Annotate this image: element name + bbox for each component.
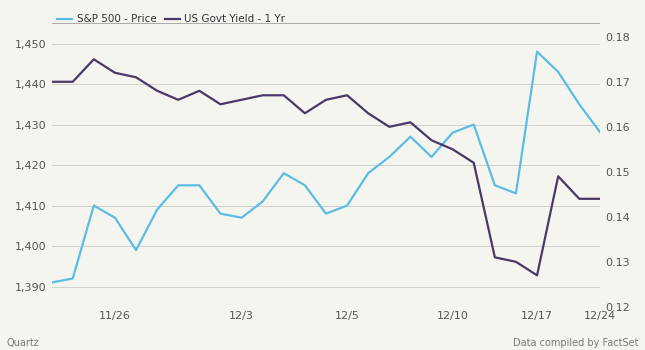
S&P 500 - Price <box>575 102 583 106</box>
US Govt Yield - 1 Yr <box>386 125 393 129</box>
US Govt Yield - 1 Yr <box>449 147 457 152</box>
S&P 500 - Price <box>301 183 309 187</box>
US Govt Yield - 1 Yr <box>512 260 520 264</box>
US Govt Yield - 1 Yr <box>575 197 583 201</box>
S&P 500 - Price <box>259 199 266 204</box>
US Govt Yield - 1 Yr <box>132 75 140 79</box>
US Govt Yield - 1 Yr <box>301 111 309 116</box>
S&P 500 - Price <box>217 211 224 216</box>
US Govt Yield - 1 Yr <box>238 98 246 102</box>
US Govt Yield - 1 Yr <box>597 197 604 201</box>
US Govt Yield - 1 Yr <box>280 93 288 97</box>
S&P 500 - Price <box>343 203 351 208</box>
S&P 500 - Price <box>364 171 372 175</box>
US Govt Yield - 1 Yr <box>322 98 330 102</box>
S&P 500 - Price <box>174 183 182 187</box>
S&P 500 - Price <box>533 49 541 54</box>
S&P 500 - Price <box>132 248 140 252</box>
US Govt Yield - 1 Yr <box>406 120 414 124</box>
Line: S&P 500 - Price: S&P 500 - Price <box>52 51 600 282</box>
US Govt Yield - 1 Yr <box>343 93 351 97</box>
S&P 500 - Price <box>554 70 562 74</box>
S&P 500 - Price <box>90 203 97 208</box>
S&P 500 - Price <box>48 280 55 285</box>
Text: Data compiled by FactSet: Data compiled by FactSet <box>513 338 639 348</box>
US Govt Yield - 1 Yr <box>217 102 224 106</box>
S&P 500 - Price <box>322 211 330 216</box>
US Govt Yield - 1 Yr <box>533 273 541 278</box>
S&P 500 - Price <box>491 183 499 187</box>
US Govt Yield - 1 Yr <box>69 80 77 84</box>
S&P 500 - Price <box>280 171 288 175</box>
US Govt Yield - 1 Yr <box>470 161 477 165</box>
US Govt Yield - 1 Yr <box>554 174 562 179</box>
US Govt Yield - 1 Yr <box>48 80 55 84</box>
US Govt Yield - 1 Yr <box>491 255 499 259</box>
S&P 500 - Price <box>428 155 435 159</box>
US Govt Yield - 1 Yr <box>428 138 435 142</box>
S&P 500 - Price <box>69 276 77 281</box>
S&P 500 - Price <box>470 122 477 127</box>
US Govt Yield - 1 Yr <box>111 71 119 75</box>
S&P 500 - Price <box>386 155 393 159</box>
Text: Quartz: Quartz <box>6 338 39 348</box>
S&P 500 - Price <box>111 216 119 220</box>
S&P 500 - Price <box>406 135 414 139</box>
Legend: S&P 500 - Price, US Govt Yield - 1 Yr: S&P 500 - Price, US Govt Yield - 1 Yr <box>57 14 286 24</box>
S&P 500 - Price <box>238 216 246 220</box>
US Govt Yield - 1 Yr <box>154 89 161 93</box>
Line: US Govt Yield - 1 Yr: US Govt Yield - 1 Yr <box>52 59 600 275</box>
S&P 500 - Price <box>195 183 203 187</box>
S&P 500 - Price <box>512 191 520 196</box>
US Govt Yield - 1 Yr <box>364 111 372 116</box>
S&P 500 - Price <box>154 208 161 212</box>
US Govt Yield - 1 Yr <box>259 93 266 97</box>
S&P 500 - Price <box>597 131 604 135</box>
US Govt Yield - 1 Yr <box>90 57 97 61</box>
US Govt Yield - 1 Yr <box>195 89 203 93</box>
US Govt Yield - 1 Yr <box>174 98 182 102</box>
S&P 500 - Price <box>449 131 457 135</box>
